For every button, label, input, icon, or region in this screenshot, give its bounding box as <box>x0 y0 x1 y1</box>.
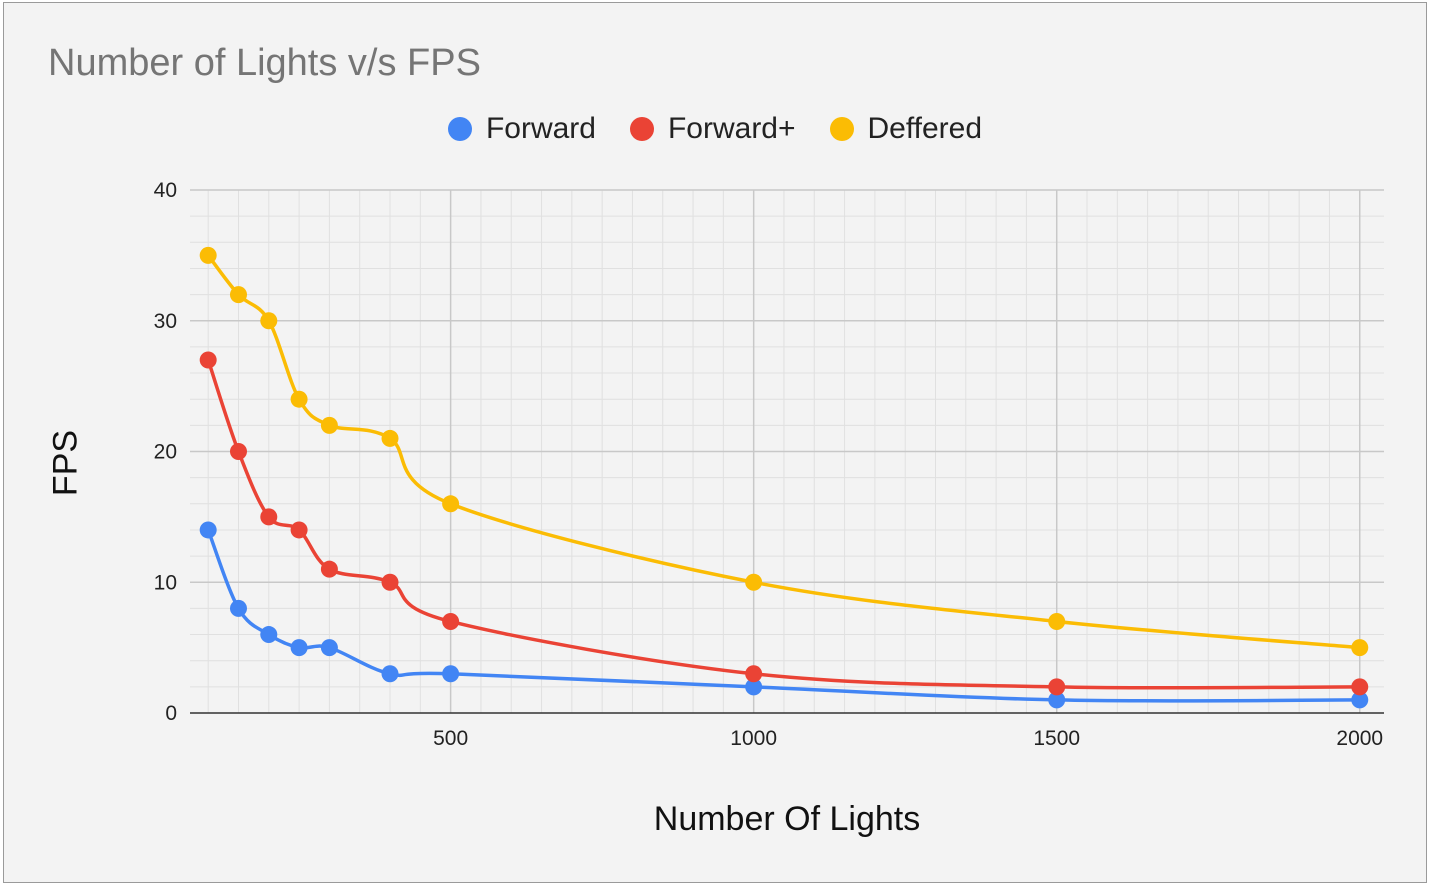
x-tick-label: 1500 <box>1033 727 1080 750</box>
legend-label-forward-plus: Forward+ <box>667 112 796 145</box>
data-point-deffered <box>381 429 399 447</box>
data-point-forward-plus <box>320 560 338 578</box>
data-point-deffered <box>290 390 308 408</box>
data-point-forward-plus <box>260 508 278 526</box>
legend: Forward Forward+ Deffered <box>0 112 1430 146</box>
x-axis-label: Number Of Lights <box>653 800 921 838</box>
legend-swatch-forward <box>447 117 472 141</box>
legend-label-forward: Forward <box>485 112 596 145</box>
data-point-deffered <box>745 573 763 591</box>
data-point-forward <box>260 626 278 644</box>
data-point-forward <box>442 665 460 683</box>
x-tick-label: 2000 <box>1336 727 1383 750</box>
chart-title: Number of Lights v/s FPS <box>48 42 481 84</box>
y-tick-label: 10 <box>154 571 177 594</box>
legend-item-deffered[interactable]: Deffered <box>829 112 983 146</box>
data-point-deffered <box>442 495 460 513</box>
data-point-forward-plus <box>745 665 763 683</box>
data-point-deffered <box>199 246 217 264</box>
data-point-forward <box>745 678 763 696</box>
data-point-forward <box>1048 691 1066 709</box>
data-point-forward-plus <box>381 573 399 591</box>
data-point-forward-plus <box>442 612 460 630</box>
data-point-forward-plus <box>1351 678 1369 696</box>
data-point-forward-plus <box>229 443 247 460</box>
legend-label-deffered: Deffered <box>867 112 983 145</box>
data-point-forward <box>1351 691 1369 709</box>
data-point-forward-plus <box>1048 678 1066 696</box>
data-point-forward <box>381 665 399 683</box>
data-point-forward-plus <box>290 521 308 539</box>
data-point-deffered <box>1351 639 1369 657</box>
legend-swatch-forward-plus <box>629 117 654 141</box>
x-tick-label: 500 <box>433 727 468 750</box>
legend-swatch-deffered <box>829 117 854 141</box>
y-tick-label: 0 <box>165 702 177 725</box>
series-points <box>199 246 1369 709</box>
chart-frame <box>3 2 1427 883</box>
legend-item-forward-plus[interactable]: Forward+ <box>629 112 796 146</box>
y-tick-label: 20 <box>154 441 177 464</box>
data-point-forward <box>199 521 217 539</box>
data-point-forward <box>229 599 247 617</box>
data-point-deffered <box>260 312 278 330</box>
x-tick-label: 1000 <box>730 727 777 750</box>
data-point-deffered <box>1048 612 1066 630</box>
y-tick-label: 40 <box>154 179 177 202</box>
data-point-forward <box>320 639 338 657</box>
data-point-forward-plus <box>199 351 217 369</box>
data-point-forward <box>290 639 308 657</box>
tick-labels: 0 10 20 30 40 500 1000 1500 2000 <box>154 179 1383 750</box>
y-tick-label: 30 <box>154 310 177 333</box>
data-point-deffered <box>320 416 338 434</box>
legend-item-forward[interactable]: Forward <box>447 112 596 146</box>
data-point-deffered <box>229 286 247 304</box>
